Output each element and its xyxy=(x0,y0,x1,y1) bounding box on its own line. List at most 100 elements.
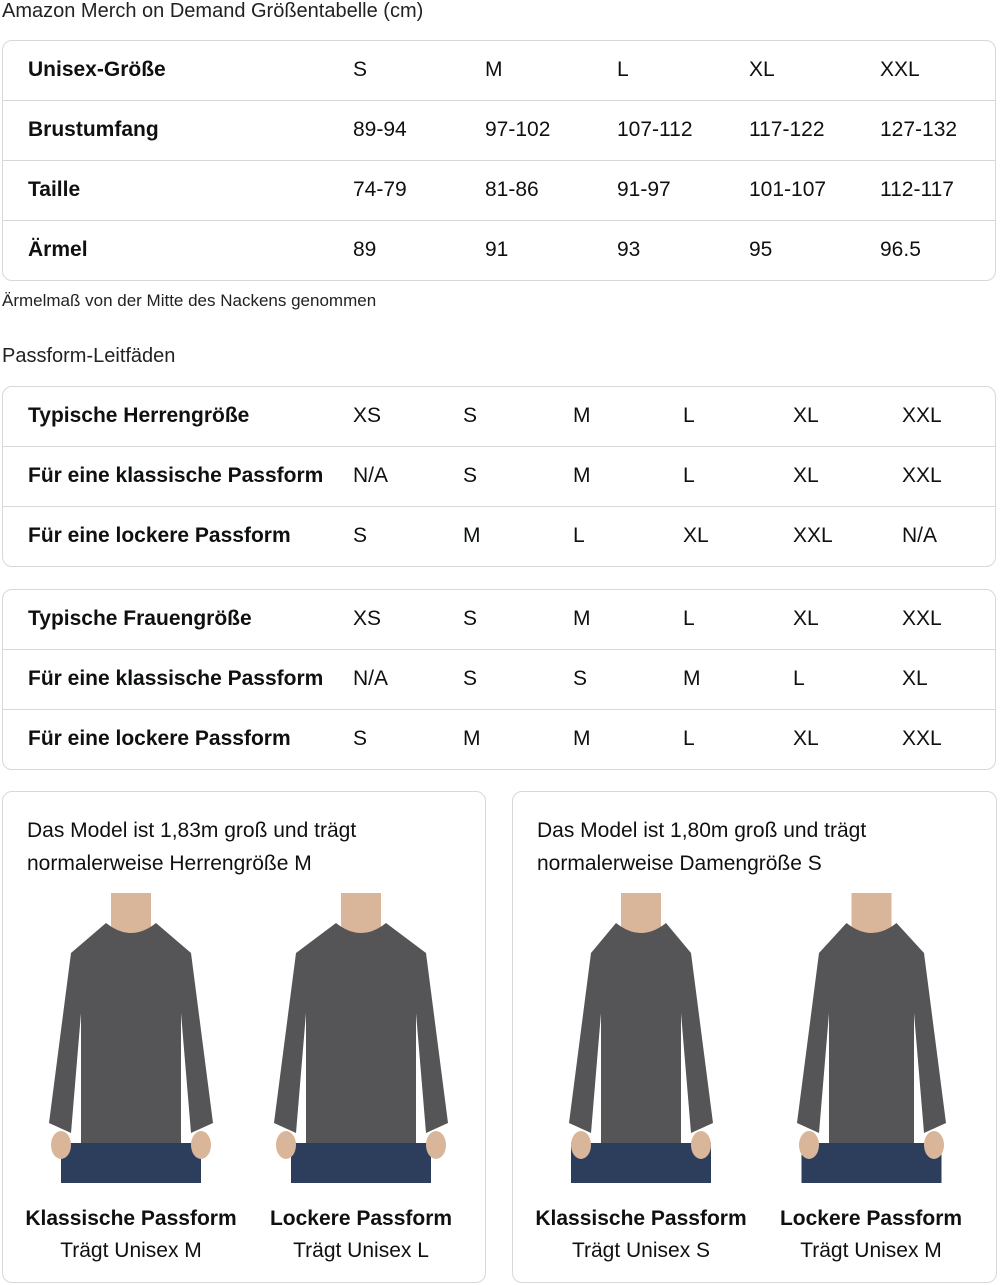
fig-subtitle: Trägt Unisex M xyxy=(800,1239,942,1262)
row-label: Typische Frauengröße xyxy=(28,607,252,630)
table-cell: 107-112 xyxy=(617,118,693,141)
table-cell: 95 xyxy=(749,238,773,261)
table-cell: 89 xyxy=(353,238,377,261)
table-cell: S xyxy=(463,667,478,690)
table-cell: XXL xyxy=(902,464,942,487)
men-model-card: Das Model ist 1,83m groß und trägt norma… xyxy=(2,791,486,1283)
table-cell: 97-102 xyxy=(485,118,551,141)
table-row: Für eine lockere Passform S M L XL XXL N/A xyxy=(3,507,995,566)
table-cell: M xyxy=(485,58,503,81)
table-cell: L xyxy=(683,727,695,750)
table-cell: XL xyxy=(749,58,775,81)
table-cell: N/A xyxy=(353,667,389,690)
men-fit-table: Typische Herrengröße XS S M L XL XXL Für eine k… xyxy=(2,386,996,567)
row-label: Für eine lockere Passform xyxy=(28,727,291,750)
table-row: Für eine lockere Passform S M M L XL XXL xyxy=(3,710,995,769)
table-cell: M xyxy=(463,524,481,547)
table-cell: M xyxy=(463,727,481,750)
sweater-photo xyxy=(796,893,946,1183)
table-cell: XS xyxy=(353,404,382,427)
fig-title: Klassische Passform xyxy=(535,1207,747,1230)
table-row: Ärmel 89 91 93 95 96.5 xyxy=(3,221,995,280)
table-row: Typische Herrengröße XS S M L XL XXL xyxy=(3,387,995,447)
table-row: Typische Frauengröße XS S M L XL XXL xyxy=(3,590,995,650)
table-cell: XXL xyxy=(793,524,833,547)
table-cell: L xyxy=(573,524,585,547)
table-cell: L xyxy=(683,404,695,427)
sweater-photo xyxy=(274,893,448,1183)
table-cell: L xyxy=(683,607,695,630)
table-cell: 91-97 xyxy=(617,178,671,201)
table-cell: L xyxy=(793,667,805,690)
table-cell: M xyxy=(573,727,591,750)
table-cell: 74-79 xyxy=(353,178,407,201)
row-label: Für eine klassische Passform xyxy=(28,464,324,487)
table-cell: XL xyxy=(793,404,819,427)
table-cell: M xyxy=(573,607,591,630)
table-cell: XL xyxy=(793,464,819,487)
table-row: Taille 74-79 81-86 91-97 101-107 112-117 xyxy=(3,161,995,221)
table-cell: XXL xyxy=(880,58,920,81)
table-row: Für eine klassische Passform N/A S S M L XL xyxy=(3,650,995,710)
table-cell: L xyxy=(683,464,695,487)
sweater-photo xyxy=(49,893,213,1183)
fig-title: Lockere Passform xyxy=(269,1207,453,1230)
table-cell: XL xyxy=(793,607,819,630)
fig-subtitle: Trägt Unisex M xyxy=(60,1239,202,1262)
model-caption: Das Model ist 1,83m groß und trägt norma… xyxy=(27,819,357,875)
size-table: Unisex-Größe S M L XL XXL Brustumfang 89-94 97-1… xyxy=(2,40,996,281)
table-cell: N/A xyxy=(353,464,389,487)
table-cell: 117-122 xyxy=(749,118,825,141)
page-title: Amazon Merch on Demand Größentabelle (cm… xyxy=(2,0,424,22)
table-cell: XL xyxy=(793,727,819,750)
table-cell: 89-94 xyxy=(353,118,407,141)
table-cell: 93 xyxy=(617,238,641,261)
table-cell: 101-107 xyxy=(749,178,827,201)
fit-heading: Passform-Leitfäden xyxy=(2,345,176,367)
fig-subtitle: Trägt Unisex S xyxy=(571,1239,711,1262)
table-row: Brustumfang 89-94 97-102 107-112 117-122 127-… xyxy=(3,101,995,161)
table-row: Für eine klassische Passform N/A S M L XL XXL xyxy=(3,447,995,507)
table-cell: S xyxy=(573,667,588,690)
table-cell: N/A xyxy=(902,524,938,547)
fig-subtitle: Trägt Unisex L xyxy=(293,1239,429,1262)
table-row: Unisex-Größe S M L XL XXL xyxy=(3,41,995,101)
row-label: Brustumfang xyxy=(28,118,159,141)
sweater-photo xyxy=(569,893,713,1183)
model-caption: Das Model ist 1,80m groß und trägt norma… xyxy=(537,819,867,875)
table-cell: 112-117 xyxy=(880,178,954,201)
fig-title: Lockere Passform xyxy=(779,1207,963,1230)
table-cell: XL xyxy=(902,667,928,690)
table-cell: S xyxy=(353,58,368,81)
table-cell: XS xyxy=(353,607,382,630)
women-model-card: Das Model ist 1,80m groß und trägt norma… xyxy=(512,791,997,1283)
table-cell: 81-86 xyxy=(485,178,539,201)
table-cell: L xyxy=(617,58,629,81)
row-label: Für eine klassische Passform xyxy=(28,667,324,690)
table-cell: 91 xyxy=(485,238,509,261)
table-cell: S xyxy=(353,524,368,547)
table-cell: S xyxy=(463,607,478,630)
table-cell: S xyxy=(463,404,478,427)
row-label: Ärmel xyxy=(28,238,88,261)
relaxed-fit-figure: Lockere Passform Trägt Unisex M xyxy=(756,893,986,1263)
table-cell: M xyxy=(573,464,591,487)
table-cell: XXL xyxy=(902,727,942,750)
table-cell: XXL xyxy=(902,607,942,630)
classic-fit-figure: Klassische Passform Trägt Unisex S xyxy=(526,893,756,1263)
table-cell: 127-132 xyxy=(880,118,958,141)
classic-fit-figure: Klassische Passform Trägt Unisex M xyxy=(16,893,246,1263)
table-cell: 96.5 xyxy=(880,238,921,261)
table-cell: S xyxy=(353,727,368,750)
row-label: Unisex-Größe xyxy=(28,58,166,81)
row-label: Taille xyxy=(28,178,81,201)
table-cell: M xyxy=(573,404,591,427)
sleeve-note: Ärmelmaß von der Mitte des Nackens genom… xyxy=(2,291,377,310)
women-fit-table: Typische Frauengröße XS S M L XL XXL Für eine k… xyxy=(2,589,996,770)
table-cell: S xyxy=(463,464,478,487)
row-label: Typische Herrengröße xyxy=(28,404,250,427)
table-cell: M xyxy=(683,667,701,690)
table-cell: XL xyxy=(683,524,709,547)
relaxed-fit-figure: Lockere Passform Trägt Unisex L xyxy=(246,893,476,1263)
fig-title: Klassische Passform xyxy=(25,1207,237,1230)
